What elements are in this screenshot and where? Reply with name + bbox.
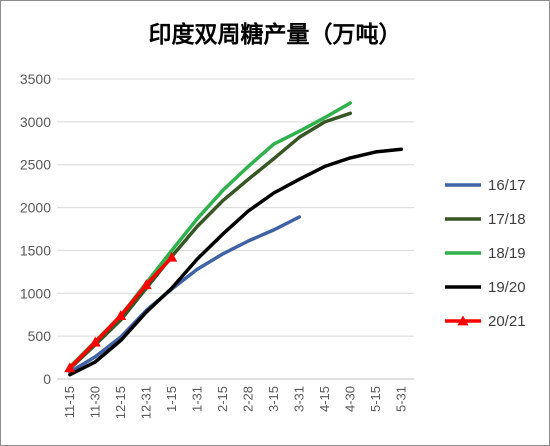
chart-title: 印度双周糖产量（万吨） (149, 21, 402, 48)
y-tick-label: 2500 (20, 157, 51, 173)
x-tick-label: 4-30 (342, 386, 357, 412)
x-tick-label: 5-15 (368, 386, 383, 412)
data-point-marker (89, 336, 101, 347)
x-tick-label: 12-15 (113, 386, 128, 419)
x-tick-label: 11-15 (62, 386, 77, 418)
x-tick-label: 1-15 (164, 386, 179, 412)
x-tick-label: 2-28 (240, 386, 255, 412)
data-point-marker (166, 251, 178, 262)
data-point-marker (115, 310, 127, 320)
series-line-16-17 (68, 215, 302, 374)
x-tick-label: 3-31 (291, 386, 306, 412)
axes: 0 500 1000 1500 2000 2500 3000 3500 11-15 11-30 12… (20, 71, 414, 419)
y-tick-label: 500 (28, 328, 52, 344)
legend-marker (457, 315, 469, 326)
legend-label: 16/17 (488, 177, 526, 194)
x-tick-label: 4-15 (317, 386, 332, 412)
legend-label: 17/18 (488, 211, 526, 228)
legend-label: 18/19 (488, 245, 526, 262)
x-tick-label: 1-31 (189, 386, 204, 412)
y-tick-label: 3000 (20, 114, 51, 130)
x-tick-label: 5-31 (393, 386, 408, 412)
legend-label: 19/20 (488, 279, 526, 296)
y-tick-label: 1500 (20, 242, 51, 258)
x-tick-label: 2-15 (215, 386, 230, 412)
legend-label: 20/21 (488, 313, 526, 330)
y-tick-label: 0 (43, 371, 51, 387)
data-point-marker (140, 279, 152, 290)
y-tick-label: 1000 (20, 285, 51, 301)
y-tick-label: 2000 (20, 200, 51, 216)
series-line-19-20 (68, 147, 404, 377)
data-point-marker (64, 362, 76, 373)
x-tick-label: 3-15 (266, 386, 281, 412)
series-line-17-18 (68, 111, 353, 371)
x-tick-label: 12-31 (138, 386, 153, 419)
grid (57, 78, 414, 337)
y-tick-label: 3500 (20, 71, 51, 87)
series-group (64, 101, 404, 377)
legend: 16/17 17/18 18/19 19/20 20/21 (445, 177, 526, 330)
x-tick-label: 11-30 (87, 386, 102, 418)
